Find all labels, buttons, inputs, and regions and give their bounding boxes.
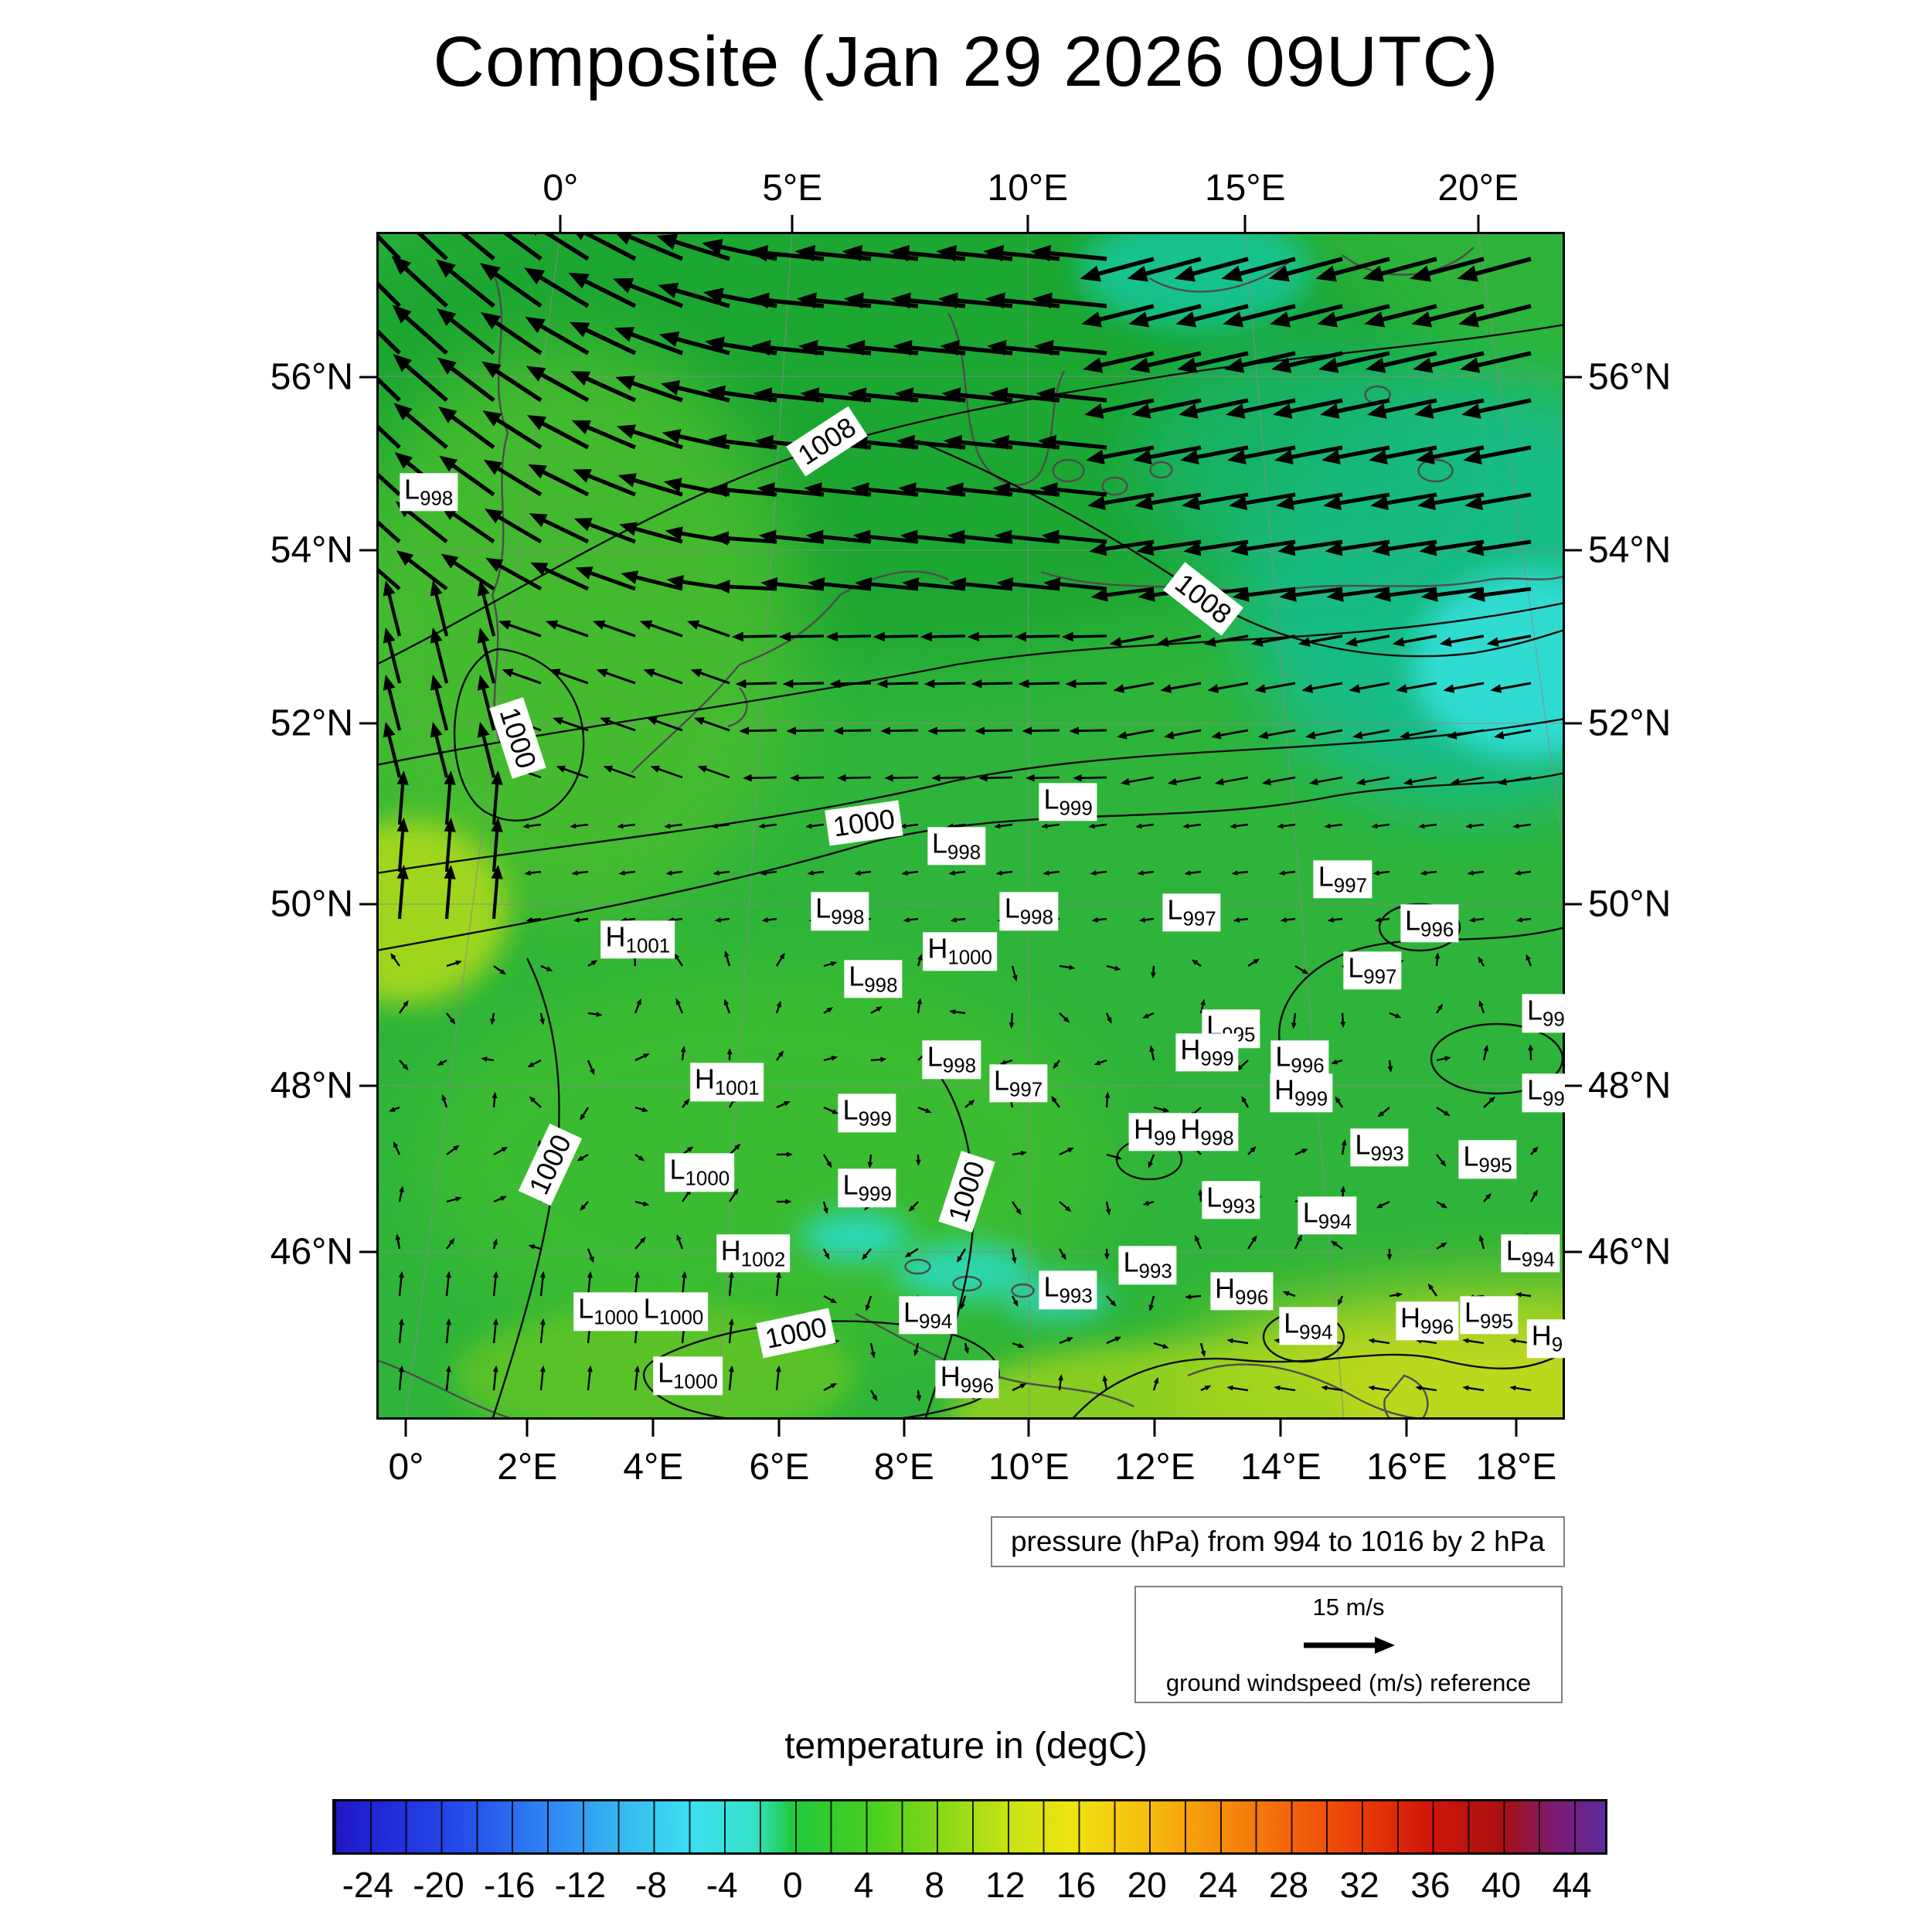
lat-tick-label: 56°N (1588, 356, 1672, 397)
lon-tick-label: 8°E (873, 1447, 934, 1488)
axis-tick (1565, 376, 1582, 378)
axis-tick (359, 1084, 376, 1087)
colorbar-tick-label: 36 (1410, 1865, 1451, 1905)
axis-tick (1565, 549, 1582, 552)
wind-reference-arrow-icon (1304, 1637, 1395, 1654)
axis-tick (404, 1420, 407, 1437)
colorbar-tick-label: 12 (985, 1865, 1026, 1905)
lon-tick-label: 15°E (1204, 168, 1286, 209)
axis-tick (1515, 1420, 1518, 1437)
colorbar-tick-label: 24 (1198, 1865, 1238, 1905)
lat-tick-label: 54°N (1588, 529, 1672, 571)
axis-tick (1153, 1420, 1156, 1437)
lat-tick-label: 56°N (270, 356, 353, 397)
lat-tick-label: 54°N (270, 529, 353, 571)
lat-tick-label: 50°N (1588, 883, 1672, 925)
lon-tick-label: 20°E (1437, 168, 1519, 209)
colorbar-tick-label: -16 (483, 1865, 536, 1905)
colorbar-tick-label: 32 (1339, 1865, 1379, 1905)
axis-tick (359, 722, 376, 725)
wind-reference-caption: ground windspeed (m/s) reference (1165, 1669, 1532, 1696)
map-frame (376, 232, 1565, 1420)
axis-tick (559, 215, 562, 232)
wind-reference-speed: 15 m/s (1312, 1594, 1385, 1621)
lat-tick-label: 48°N (270, 1065, 353, 1107)
weather-map (376, 232, 1565, 1420)
colorbar-tick-label: 20 (1127, 1865, 1167, 1905)
colorbar-tick-label: -24 (342, 1865, 394, 1905)
axis-tick (1565, 1084, 1582, 1087)
axis-tick (1405, 1420, 1408, 1437)
colorbar-tick-label: 0 (783, 1865, 803, 1905)
lon-tick-label: 18°E (1475, 1447, 1557, 1488)
axis-tick (1279, 1420, 1282, 1437)
colorbar-segment-lines (335, 1801, 1605, 1852)
lon-tick-label: 6°E (749, 1447, 810, 1488)
colorbar-tick-labels: -24 -20 -16 -12 -8 -4 0 4 8 12 16 20 24 28 32 36 40 44 (332, 1864, 1607, 1910)
axis-tick (359, 549, 376, 552)
lon-tick-label: 10°E (988, 1447, 1070, 1488)
axis-tick (359, 1250, 376, 1253)
axis-tick (791, 215, 794, 232)
colorbar-tick-label: -20 (413, 1865, 464, 1905)
lat-tick-label: 52°N (270, 702, 353, 744)
axis-tick (1565, 903, 1582, 906)
axis-tick (1565, 722, 1582, 725)
axis-tick (1027, 1420, 1030, 1437)
temperature-colorbar (332, 1799, 1607, 1855)
lon-tick-label: 4°E (623, 1447, 684, 1488)
axis-tick (1243, 215, 1247, 232)
colorbar-tick-label: 8 (924, 1865, 944, 1905)
lon-tick-label: 0° (388, 1447, 424, 1488)
axis-tick (903, 1420, 906, 1437)
colorbar-tick-label: 40 (1481, 1865, 1522, 1905)
colorbar-tick-label: -8 (635, 1865, 667, 1905)
axis-tick (1477, 215, 1480, 232)
lat-tick-label: 46°N (270, 1231, 353, 1273)
colorbar-tick-label: 28 (1268, 1865, 1309, 1905)
axis-tick (651, 1420, 655, 1437)
axis-tick (1026, 215, 1029, 232)
wind-reference-legend: 15 m/s ground windspeed (m/s) reference (1134, 1586, 1563, 1703)
colorbar-tick-label: 4 (853, 1865, 874, 1905)
lon-tick-label: 0° (543, 168, 579, 209)
axis-tick (359, 903, 376, 906)
axis-tick (359, 376, 376, 378)
lat-tick-label: 50°N (270, 883, 353, 925)
axis-tick (526, 1420, 529, 1437)
lon-tick-label: 14°E (1240, 1447, 1321, 1488)
axis-tick (777, 1420, 781, 1437)
lon-tick-label: 12°E (1114, 1447, 1196, 1488)
colorbar-tick-label: -12 (554, 1865, 607, 1905)
colorbar-title: temperature in (degC) (784, 1726, 1148, 1767)
lat-tick-label: 48°N (1588, 1065, 1672, 1107)
wind-arrows-layer (376, 232, 1539, 1402)
axis-tick (1565, 1250, 1582, 1253)
lon-tick-label: 16°E (1366, 1447, 1447, 1488)
figure-title: Composite (Jan 29 2026 09UTC) (433, 22, 1499, 101)
lat-tick-label: 52°N (1588, 702, 1672, 744)
colorbar-tick-label: 16 (1056, 1865, 1097, 1905)
colorbar-tick-label: 44 (1552, 1865, 1592, 1905)
lon-tick-label: 10°E (987, 168, 1069, 209)
map-area: 1008 1008 1000 1000 1000 1000 1000 L998 L999 L99… (270, 168, 1672, 1488)
lon-tick-label: 2°E (497, 1447, 558, 1488)
lon-tick-label: 5°E (762, 168, 823, 209)
pressure-caption: pressure (hPa) from 994 to 1016 by 2 hPa (990, 1516, 1565, 1567)
lat-tick-label: 46°N (1588, 1231, 1672, 1273)
colorbar-tick-label: -4 (706, 1865, 738, 1905)
